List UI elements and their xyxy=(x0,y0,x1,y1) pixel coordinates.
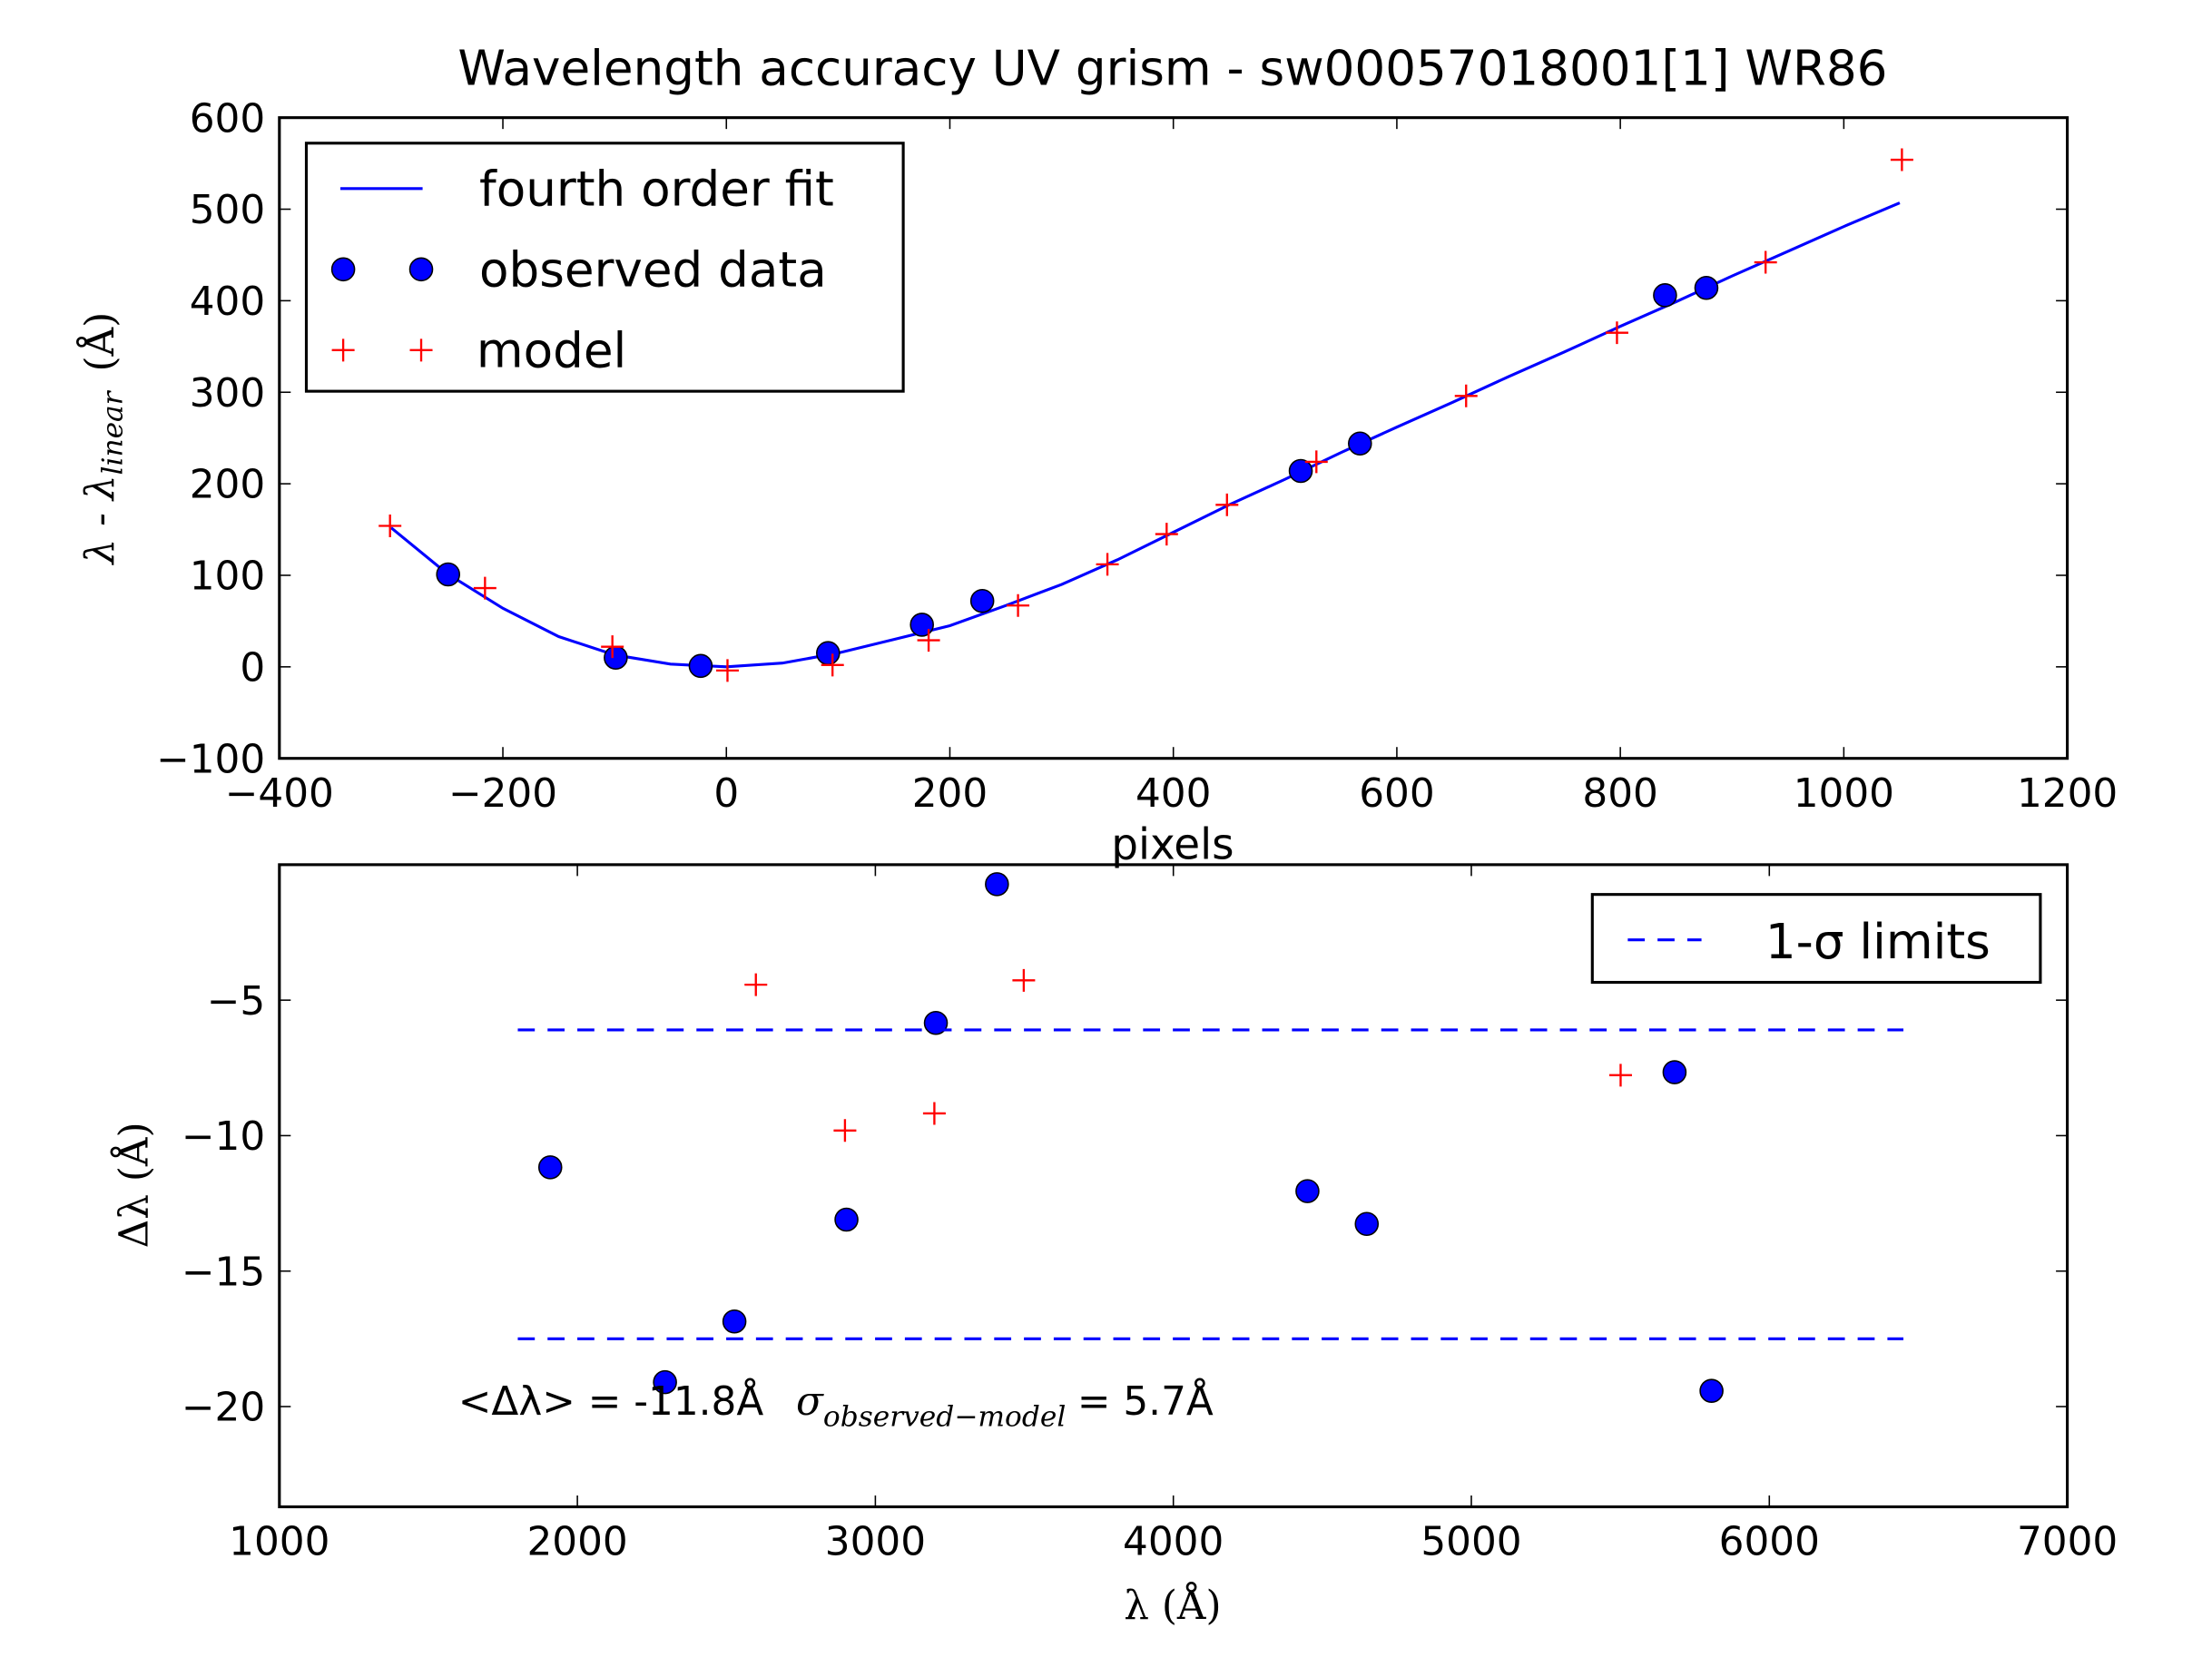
top-ylabel-sub: linear xyxy=(96,389,129,475)
observed-point xyxy=(604,645,628,671)
y-tick-label: 400 xyxy=(190,279,265,325)
observed-point xyxy=(1653,283,1677,308)
bottom-ylabel: Δλ (Å) xyxy=(112,1122,158,1248)
model-point xyxy=(1608,1064,1632,1087)
x-tick-label: 600 xyxy=(1359,770,1434,817)
model-point xyxy=(1454,384,1478,407)
observed-point xyxy=(1295,1179,1320,1203)
observed-point xyxy=(985,872,1009,897)
legend-observed-marker xyxy=(408,257,434,282)
y-tick-label: 600 xyxy=(190,95,265,142)
observed-point xyxy=(688,653,713,679)
model-point xyxy=(1012,968,1036,992)
model-point xyxy=(715,659,739,682)
sigma-subscript: observed−model xyxy=(823,1400,1066,1433)
x-tick-label: 4000 xyxy=(1123,1519,1224,1565)
y-tick-label: 0 xyxy=(240,644,265,691)
chart-title: Wavelength accuracy UV grism - sw0005701… xyxy=(457,41,1887,97)
model-point xyxy=(1215,493,1239,516)
model-point xyxy=(1096,553,1119,576)
model-point xyxy=(378,515,402,538)
x-tick-label: 800 xyxy=(1582,770,1657,817)
observed-point xyxy=(969,588,995,613)
stats-annotation: <Δλ> = -11.8Å σobserved−model = 5.7Å xyxy=(458,1377,1214,1433)
model-point xyxy=(1155,523,1178,546)
model-point xyxy=(1605,321,1628,345)
observed-point xyxy=(1699,1378,1724,1403)
model-point xyxy=(744,973,768,996)
legend-fit-label: fourth order fit xyxy=(479,162,834,218)
x-tick-label: 6000 xyxy=(1719,1519,1820,1565)
top-ylabel: λ - λlinear (Å) xyxy=(77,312,129,566)
observed-point xyxy=(1354,1211,1380,1237)
y-tick-label: −15 xyxy=(182,1249,265,1295)
legend-limits-label: 1-σ limits xyxy=(1765,914,1991,970)
observed-point xyxy=(1288,458,1313,484)
y-tick-label: 200 xyxy=(190,462,265,508)
sigma-symbol: σ xyxy=(796,1378,824,1425)
model-point xyxy=(1754,250,1777,274)
x-tick-label: 400 xyxy=(1135,770,1211,817)
x-tick-label: 1000 xyxy=(229,1519,329,1565)
observed-point xyxy=(1662,1060,1687,1084)
fit-line xyxy=(389,201,1901,669)
y-tick-label: 300 xyxy=(190,370,265,417)
legend-model-label: model xyxy=(477,323,626,379)
model-point xyxy=(1007,593,1030,617)
model-point xyxy=(917,629,940,652)
observed-point xyxy=(1694,275,1719,300)
top-ylabel-main: λ - λ xyxy=(77,476,123,566)
top-ylabel-unit: (Å) xyxy=(77,312,123,372)
legend-observed-label: observed data xyxy=(479,242,827,299)
model-point xyxy=(833,1119,857,1142)
x-tick-label: 1200 xyxy=(2017,770,2118,817)
model-point xyxy=(821,653,844,677)
y-tick-label: −100 xyxy=(156,736,265,782)
top-legend-box xyxy=(304,142,905,393)
model-point xyxy=(1304,450,1328,474)
x-tick-label: −200 xyxy=(448,770,557,817)
legend-observed-marker xyxy=(330,257,356,282)
bottom-legend: 1-σ limits xyxy=(1590,893,2042,985)
y-tick-label: 500 xyxy=(190,187,265,233)
x-tick-label: 1000 xyxy=(1794,770,1894,817)
top-axes: pixels λ - λlinear (Å) −400 −200 0 200 400 600… xyxy=(77,95,2118,869)
y-tick-label: 100 xyxy=(190,554,265,600)
bottom-axes: λ (Å) Δλ (Å) 1000 2000 3000 4000 5000 6000 700… xyxy=(112,863,2118,1629)
model-point xyxy=(1890,148,1913,172)
plot-marks: −400 −200 0 200 400 600 800 1000 1200 −100 0 100 200… xyxy=(156,95,2118,817)
observed-point xyxy=(834,1207,859,1232)
legend-model-marker xyxy=(331,338,433,362)
top-legend: fourth order fit observed data model xyxy=(304,142,905,393)
x-tick-label: 5000 xyxy=(1421,1519,1521,1565)
model-point xyxy=(473,576,496,600)
observed-point xyxy=(537,1155,563,1180)
sigma-value: = 5.7Å xyxy=(1077,1377,1214,1425)
y-tick-label: −5 xyxy=(207,978,265,1025)
x-tick-label: 0 xyxy=(713,770,739,817)
x-tick-label: −400 xyxy=(225,770,334,817)
model-point xyxy=(922,1102,946,1125)
x-tick-label: 7000 xyxy=(2017,1519,2118,1565)
observed-point xyxy=(909,613,934,637)
y-tick-label: −10 xyxy=(182,1113,265,1160)
observed-point xyxy=(722,1309,747,1334)
observed-point xyxy=(436,562,460,587)
observed-point xyxy=(1348,431,1372,456)
mean-annotation: <Δλ> = -11.8Å xyxy=(458,1377,764,1425)
bottom-xlabel: λ (Å) xyxy=(1124,1583,1221,1629)
observed-point xyxy=(653,1369,677,1395)
observed-point xyxy=(816,641,841,665)
model-point xyxy=(601,635,624,659)
top-xlabel: pixels xyxy=(1111,821,1234,870)
x-tick-label: 200 xyxy=(912,770,988,817)
x-tick-label: 3000 xyxy=(825,1519,926,1565)
x-tick-label: 2000 xyxy=(526,1519,627,1565)
plot-marks: 1000 2000 3000 4000 5000 6000 7000 −5 −10 −15 −20 xyxy=(182,864,2118,1565)
y-tick-label: −20 xyxy=(182,1385,265,1431)
